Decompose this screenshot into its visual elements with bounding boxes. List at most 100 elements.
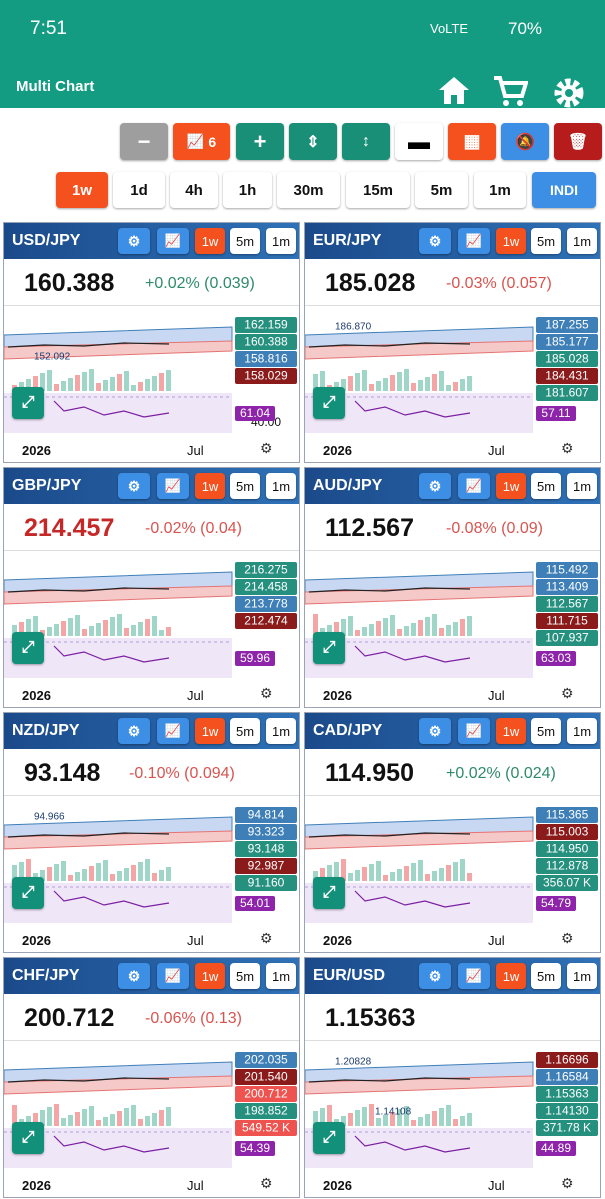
chart-type-button[interactable]: 📈 xyxy=(157,473,189,499)
settings-button[interactable]: ⚙ xyxy=(419,473,451,499)
fullscreen-button[interactable]: ⤢ xyxy=(12,1122,44,1154)
card-timeframe-button[interactable]: 1m xyxy=(567,963,597,989)
card-timeframe-button[interactable]: 1m xyxy=(567,228,597,254)
price-line xyxy=(7,587,170,593)
axis-settings[interactable]: ⚙ xyxy=(561,1175,574,1191)
settings-button[interactable]: ⚙ xyxy=(419,718,451,744)
card-timeframe-button[interactable]: 5m xyxy=(230,228,260,254)
card-timeframe-button[interactable]: 1m xyxy=(266,228,296,254)
rows-button[interactable]: ▬ xyxy=(395,123,443,160)
volume-bar xyxy=(33,1113,38,1126)
settings-button[interactable]: ⚙ xyxy=(419,963,451,989)
fullscreen-button[interactable]: ⤢ xyxy=(12,387,44,419)
layout-count-button[interactable]: 📈 6 xyxy=(173,123,230,160)
price-marker: 1.20828 xyxy=(335,1057,372,1068)
card-timeframe-button[interactable]: 1w xyxy=(496,963,526,989)
fullscreen-button[interactable]: ⤢ xyxy=(12,632,44,664)
fullscreen-button[interactable]: ⤢ xyxy=(313,1122,345,1154)
axis-settings[interactable]: ⚙ xyxy=(260,930,273,946)
chart-type-button[interactable]: 📈 xyxy=(157,963,189,989)
fullscreen-button[interactable]: ⤢ xyxy=(12,877,44,909)
axis-settings[interactable]: ⚙ xyxy=(260,1175,273,1191)
scale-label: 185.177 xyxy=(545,335,589,349)
alert-off-button[interactable]: 🔕 xyxy=(501,123,549,160)
timeframe-button[interactable]: 5m xyxy=(415,172,468,208)
volume-bar xyxy=(103,620,108,636)
home-icon[interactable] xyxy=(436,74,472,106)
card-timeframe-button[interactable]: 1m xyxy=(266,718,296,744)
settings-icon[interactable] xyxy=(552,76,586,110)
settings-button[interactable]: ⚙ xyxy=(118,963,150,989)
axis-settings[interactable]: ⚙ xyxy=(561,685,574,701)
axis-settings[interactable]: ⚙ xyxy=(260,685,273,701)
settings-button[interactable]: ⚙ xyxy=(118,718,150,744)
card-timeframe-button[interactable]: 1m xyxy=(266,473,296,499)
volume-bar xyxy=(47,1107,52,1126)
rsi-label-box xyxy=(536,406,576,421)
expand-button[interactable]: ↕ xyxy=(342,123,390,160)
settings-button[interactable]: ⚙ xyxy=(419,228,451,254)
volume-bar xyxy=(166,627,171,636)
volume-bar xyxy=(390,615,395,636)
volume-bar xyxy=(145,379,150,391)
chart-type-button[interactable]: 📈 xyxy=(157,718,189,744)
card-timeframe-button[interactable]: 1m xyxy=(567,473,597,499)
card-timeframe-button[interactable]: 1w xyxy=(195,473,225,499)
timeframe-button[interactable]: 15m xyxy=(346,172,410,208)
timeframe-button[interactable]: 1d xyxy=(113,172,165,208)
timeframe-button[interactable]: 1m xyxy=(474,172,526,208)
timeframe-button[interactable]: 1w xyxy=(56,172,108,208)
fullscreen-button[interactable]: ⤢ xyxy=(313,632,345,664)
volume-bar xyxy=(33,376,38,391)
card-timeframe-button[interactable]: 5m xyxy=(531,963,561,989)
card-timeframe-button[interactable]: 5m xyxy=(230,718,260,744)
chart-type-button[interactable]: 📈 xyxy=(157,228,189,254)
card-timeframe-button[interactable]: 1w xyxy=(496,718,526,744)
timeframe-button[interactable]: 1h xyxy=(223,172,272,208)
axis-settings[interactable]: ⚙ xyxy=(561,440,574,456)
card-timeframe-button[interactable]: 5m xyxy=(230,963,260,989)
card-timeframe-button[interactable]: 5m xyxy=(230,473,260,499)
compress-button[interactable]: ⇕ xyxy=(289,123,337,160)
scale-label-box xyxy=(536,1086,598,1102)
grid-button[interactable]: ▦ xyxy=(448,123,496,160)
card-timeframe-button[interactable]: 1m xyxy=(266,963,296,989)
volume-bar xyxy=(124,868,129,881)
chart-type-button[interactable]: 📈 xyxy=(458,228,490,254)
delete-button[interactable]: 🗑 xyxy=(554,123,602,160)
volume-bar xyxy=(110,617,115,636)
axis-settings[interactable]: ⚙ xyxy=(561,930,574,946)
volume-bar xyxy=(418,860,423,881)
axis-settings[interactable]: ⚙ xyxy=(260,440,273,456)
settings-button[interactable]: ⚙ xyxy=(118,473,150,499)
card-timeframe-button[interactable]: 1w xyxy=(496,473,526,499)
card-timeframe-button[interactable]: 5m xyxy=(531,473,561,499)
fullscreen-button[interactable]: ⤢ xyxy=(313,387,345,419)
card-timeframe-button[interactable]: 1w xyxy=(496,228,526,254)
volume-bar xyxy=(334,382,339,391)
zoom-in-button[interactable]: + xyxy=(236,123,284,160)
chart-type-button[interactable]: 📈 xyxy=(458,718,490,744)
indicators-button[interactable]: INDI xyxy=(532,172,596,208)
x-axis-label: Jul xyxy=(488,443,505,458)
card-timeframe-button[interactable]: 5m xyxy=(531,718,561,744)
card-timeframe-button[interactable]: 1w xyxy=(195,963,225,989)
card-timeframe-button[interactable]: 5m xyxy=(531,228,561,254)
chart-area: 186.870 187.255 185.177 185.028 184.431 181.6… xyxy=(305,317,598,433)
divider xyxy=(305,550,600,551)
volume-bar xyxy=(432,614,437,636)
timeframe-button[interactable]: 4h xyxy=(170,172,218,208)
scale-label-box xyxy=(235,875,297,891)
cart-icon[interactable] xyxy=(492,74,528,108)
card-timeframe-button[interactable]: 1w xyxy=(195,718,225,744)
timeframe-button[interactable]: 30m xyxy=(277,172,340,208)
scale-label-box xyxy=(536,1103,598,1119)
fullscreen-button[interactable]: ⤢ xyxy=(313,877,345,909)
card-timeframe-button[interactable]: 1w xyxy=(195,228,225,254)
chart-type-button[interactable]: 📈 xyxy=(458,473,490,499)
card-timeframe-button[interactable]: 1m xyxy=(567,718,597,744)
chart-type-button[interactable]: 📈 xyxy=(458,963,490,989)
scale-label: 1.15363 xyxy=(545,1087,589,1101)
settings-button[interactable]: ⚙ xyxy=(118,228,150,254)
zoom-out-button[interactable]: − xyxy=(120,123,168,160)
